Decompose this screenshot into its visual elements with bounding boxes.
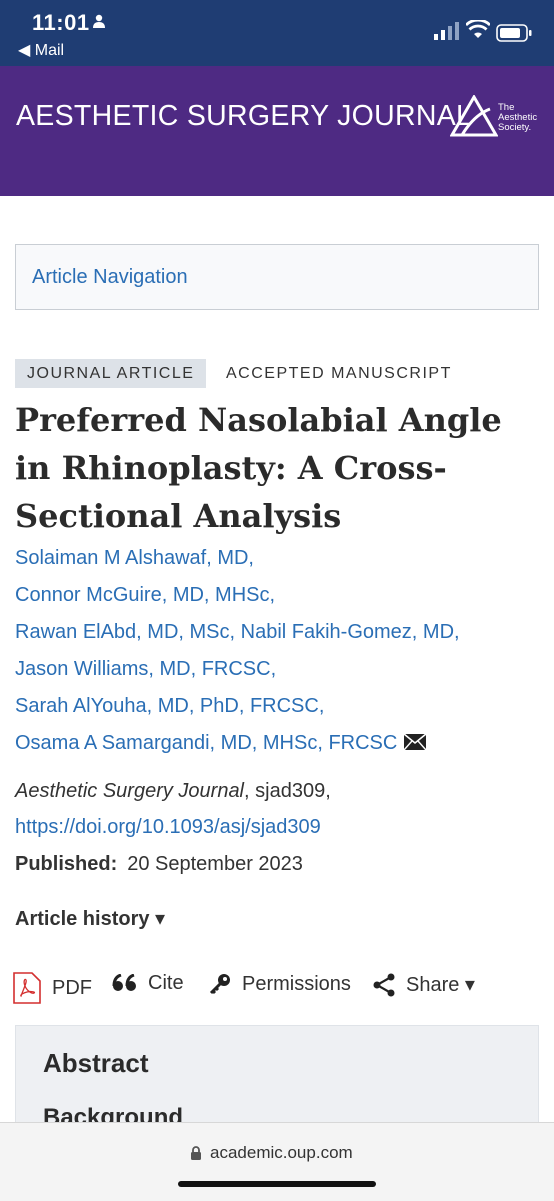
- pdf-label: PDF: [52, 976, 92, 999]
- aesthetic-society-logo-icon: [450, 95, 498, 137]
- journal-name: Aesthetic Surgery Journal: [15, 780, 245, 802]
- permissions-label: Permissions: [242, 972, 351, 995]
- journal-title[interactable]: AESTHETIC SURGERY JOURNAL: [16, 100, 473, 132]
- manuscript-status-badge: ACCEPTED MANUSCRIPT: [226, 365, 452, 382]
- doi-link[interactable]: https://doi.org/10.1093/asj/sjad309: [15, 816, 321, 838]
- article-history-toggle[interactable]: Article history ▾: [15, 908, 166, 930]
- author-link[interactable]: Connor McGuire, MD, MHSc: [15, 584, 270, 606]
- url-text: academic.oup.com: [210, 1143, 353, 1162]
- address-bar[interactable]: academic.oup.com: [190, 1143, 353, 1163]
- lock-icon: [191, 1146, 201, 1160]
- author-link[interactable]: Sarah AlYouha, MD, PhD, FRCSC: [15, 695, 319, 717]
- article-id: , sjad309,: [244, 780, 331, 802]
- share-button[interactable]: Share ▾: [372, 972, 475, 997]
- cellular-signal-icon: [434, 22, 459, 40]
- home-indicator[interactable]: [178, 1181, 376, 1187]
- article-navigation-label: Article Navigation: [32, 266, 188, 288]
- citation-line: Aesthetic Surgery Journal, sjad309,: [15, 780, 331, 803]
- permissions-button[interactable]: Permissions: [208, 972, 351, 996]
- published-date: Published: 20 September 2023: [15, 853, 303, 876]
- journal-header: AESTHETIC SURGERY JOURNAL: [0, 66, 554, 196]
- status-time: 11:01: [32, 10, 90, 35]
- society-name: The Aesthetic Society.: [498, 102, 538, 133]
- author-list: Solaiman M Alshawaf, MD, Connor McGuire,…: [15, 547, 460, 754]
- pdf-icon: [13, 972, 41, 1004]
- article-navigation-dropdown[interactable]: Article Navigation: [15, 244, 539, 310]
- share-icon: [373, 973, 395, 996]
- person-icon: [93, 14, 105, 28]
- published-label: Published:: [15, 853, 118, 875]
- wifi-icon: [466, 20, 490, 38]
- article-tools: PDF Cite Permissions Share ▾: [12, 968, 552, 1008]
- cite-button[interactable]: Cite: [112, 972, 184, 995]
- status-bar: 11:01 ◀ Mail: [0, 0, 554, 66]
- author-link[interactable]: Jason Williams, MD, FRCSC: [15, 658, 271, 680]
- author-link[interactable]: Osama A Samargandi, MD, MHSc, FRCSC: [15, 732, 398, 754]
- article-type-badge: JOURNAL ARTICLE: [15, 359, 207, 388]
- author-link[interactable]: Nabil Fakih-Gomez, MD: [240, 621, 455, 643]
- back-to-mail[interactable]: ◀ Mail: [18, 42, 65, 59]
- published-value: 20 September 2023: [127, 853, 303, 875]
- browser-bottom-bar: academic.oup.com: [0, 1122, 554, 1201]
- abstract-heading: Abstract: [43, 1048, 149, 1078]
- key-icon: [209, 974, 230, 995]
- article-title: Preferred Nasolabial Angle in Rhinoplast…: [15, 401, 502, 535]
- pdf-button[interactable]: PDF: [12, 972, 92, 1004]
- envelope-icon[interactable]: [403, 733, 427, 751]
- share-label: Share ▾: [406, 974, 475, 996]
- cite-label: Cite: [148, 972, 184, 994]
- battery-icon: [496, 24, 532, 42]
- quote-icon: [112, 973, 136, 991]
- author-link[interactable]: Solaiman M Alshawaf, MD: [15, 547, 249, 569]
- author-link[interactable]: Rawan ElAbd, MD, MSc: [15, 621, 230, 643]
